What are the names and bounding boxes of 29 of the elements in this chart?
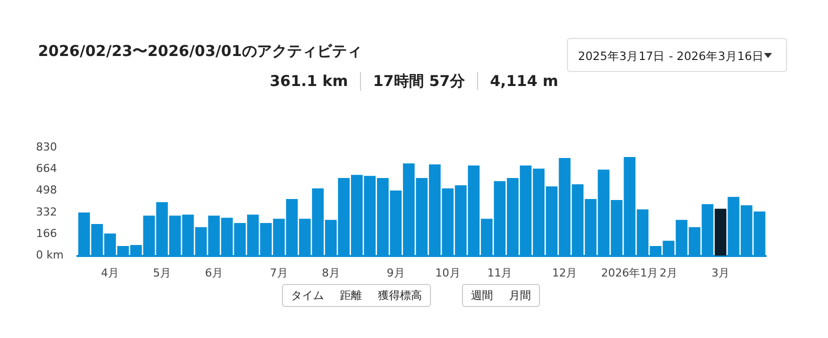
y-tick-label: 332 — [36, 205, 57, 218]
text: 4,114 m — [476, 72, 570, 90]
y-tick-label: 498 — [36, 184, 57, 197]
x-tick-label: 2月 — [660, 266, 678, 280]
text: 距離 — [339, 288, 363, 304]
y-tick-label: 830 — [36, 140, 57, 154]
y-tick-label: 166 — [36, 227, 57, 240]
text: 361.1 km — [268, 72, 349, 90]
y-tick-label: 0 km — [36, 248, 64, 262]
x-tick-label: 8月 — [322, 266, 340, 280]
x-tick-label: 7月 — [270, 266, 288, 280]
text: 月間 — [508, 288, 532, 304]
text: 17時間 57分 — [360, 72, 477, 91]
x-tick-label: 4月 — [101, 266, 120, 280]
text: 獲得標高 — [377, 288, 423, 304]
x-tick-label: 5月 — [153, 266, 172, 280]
text: タイム — [290, 288, 325, 304]
x-tick-label: 3月 — [712, 266, 730, 280]
x-tick-label: 10月 — [435, 266, 460, 280]
bar — [714, 208, 726, 256]
y-tick-label: 664 — [36, 162, 57, 176]
x-tick-label: 11月 — [487, 266, 512, 280]
x-tick-label: 9月 — [386, 266, 405, 280]
x-tick-label: 6月 — [204, 266, 223, 280]
text: 2025年3月17日 - 2026年3月16日 — [578, 49, 764, 63]
x-tick-label: 12月 — [552, 266, 578, 280]
text: 週間 — [470, 288, 494, 304]
x-tick-label: 2026年1月 — [601, 266, 658, 280]
chart-title: 2026/02/23〜2026/03/01のアクティビティ — [38, 42, 362, 61]
